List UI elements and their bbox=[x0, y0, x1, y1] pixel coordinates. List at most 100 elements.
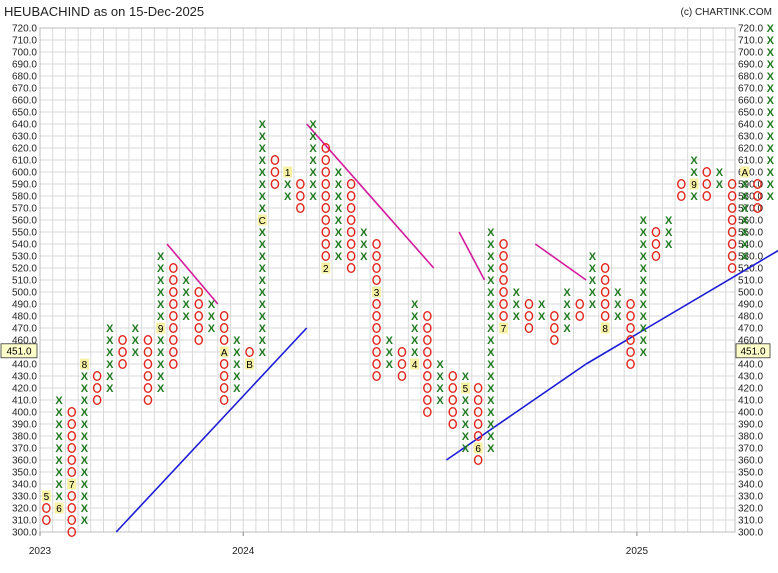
y-tick-label-left: 330.0 bbox=[12, 492, 37, 503]
o-mark bbox=[651, 250, 661, 261]
x-mark: X bbox=[767, 179, 775, 191]
x-mark: X bbox=[360, 239, 368, 251]
pf-column: XX1 bbox=[283, 166, 293, 203]
x-mark: X bbox=[487, 275, 495, 287]
x-mark: X bbox=[335, 227, 343, 239]
x-mark: X bbox=[157, 275, 165, 287]
x-mark: X bbox=[309, 179, 317, 191]
o-mark bbox=[626, 359, 635, 370]
o-mark bbox=[321, 190, 331, 201]
o-mark bbox=[626, 335, 635, 346]
o-mark bbox=[727, 178, 737, 189]
pf-column: 2 bbox=[321, 142, 331, 275]
x-mark: X bbox=[487, 239, 495, 251]
o-mark bbox=[448, 407, 458, 418]
x-mark: X bbox=[436, 383, 444, 395]
x-mark: X bbox=[640, 275, 648, 287]
o-mark bbox=[219, 359, 229, 370]
y-tick-label-left: 420.0 bbox=[12, 384, 37, 395]
x-mark: X bbox=[259, 251, 267, 263]
o-mark bbox=[219, 395, 229, 406]
x-mark: X bbox=[81, 455, 89, 467]
x-mark: X bbox=[81, 467, 89, 479]
x-mark: X bbox=[513, 299, 521, 311]
y-tick-label-right: 630.0 bbox=[738, 132, 763, 143]
o-mark bbox=[245, 347, 254, 358]
x-mark: X bbox=[640, 311, 648, 323]
y-tick-label-left: 310.0 bbox=[12, 516, 37, 527]
x-mark: X bbox=[614, 287, 622, 299]
o-mark bbox=[219, 323, 229, 334]
pf-column bbox=[296, 178, 305, 213]
o-mark bbox=[143, 359, 153, 370]
y-tick-label-right: 570.0 bbox=[738, 204, 763, 215]
x-mark: X bbox=[157, 251, 165, 263]
o-mark bbox=[194, 335, 204, 346]
x-mark: X bbox=[640, 215, 648, 227]
trendline-resistance bbox=[534, 243, 587, 281]
month-marker: A bbox=[221, 348, 228, 359]
o-mark bbox=[499, 287, 508, 298]
o-mark bbox=[143, 383, 153, 394]
x-mark: X bbox=[767, 95, 775, 107]
o-mark bbox=[677, 178, 686, 189]
x-mark: X bbox=[259, 191, 267, 203]
x-mark: X bbox=[106, 359, 114, 371]
o-mark bbox=[727, 202, 737, 213]
o-mark bbox=[372, 335, 381, 346]
pf-column: 8 bbox=[600, 263, 610, 335]
x-mark: X bbox=[767, 83, 775, 95]
x-mark: X bbox=[487, 299, 495, 311]
trendline-support bbox=[115, 327, 308, 533]
x-mark: X bbox=[81, 491, 89, 503]
last-price-badge-right bbox=[735, 343, 771, 359]
x-mark: X bbox=[487, 323, 495, 335]
y-tick-label-right: 360.0 bbox=[738, 456, 763, 467]
pf-column: B bbox=[245, 347, 255, 371]
o-mark bbox=[219, 383, 229, 394]
y-tick-label-right: 380.0 bbox=[738, 432, 763, 443]
x-mark: X bbox=[436, 359, 444, 371]
o-mark bbox=[346, 178, 356, 189]
o-mark bbox=[321, 202, 331, 213]
o-mark bbox=[550, 323, 559, 334]
o-mark bbox=[727, 250, 737, 261]
x-mark: X bbox=[767, 167, 775, 179]
pf-column bbox=[727, 178, 737, 274]
pf-column bbox=[702, 166, 712, 201]
month-marker: 8 bbox=[602, 324, 608, 335]
x-mark: X bbox=[259, 299, 267, 311]
x-mark: X bbox=[335, 167, 343, 179]
o-mark bbox=[550, 311, 559, 322]
pf-column: A bbox=[219, 311, 229, 406]
y-tick-label-right: 560.0 bbox=[738, 216, 763, 227]
o-mark bbox=[67, 467, 77, 478]
o-mark bbox=[118, 347, 127, 358]
month-marker: 9 bbox=[158, 324, 164, 335]
x-mark: X bbox=[259, 347, 267, 359]
y-tick-label-left: 470.0 bbox=[12, 324, 37, 335]
o-mark bbox=[169, 299, 178, 310]
x-mark: X bbox=[55, 443, 63, 455]
o-mark bbox=[143, 335, 153, 346]
y-tick-label-left: 540.0 bbox=[12, 240, 37, 251]
month-marker: 5 bbox=[44, 492, 50, 503]
x-mark: X bbox=[487, 347, 495, 359]
pf-column bbox=[753, 178, 762, 213]
y-tick-label-left: 520.0 bbox=[12, 264, 37, 275]
x-mark: X bbox=[563, 311, 571, 323]
month-marker-bg bbox=[372, 286, 382, 298]
y-tick-label-right: 420.0 bbox=[738, 384, 763, 395]
x-mark: X bbox=[386, 347, 394, 359]
o-mark bbox=[143, 347, 153, 358]
o-mark bbox=[194, 323, 204, 334]
o-mark bbox=[423, 407, 432, 418]
o-mark bbox=[600, 275, 610, 286]
x-mark: X bbox=[182, 275, 190, 287]
pf-column bbox=[423, 311, 432, 418]
